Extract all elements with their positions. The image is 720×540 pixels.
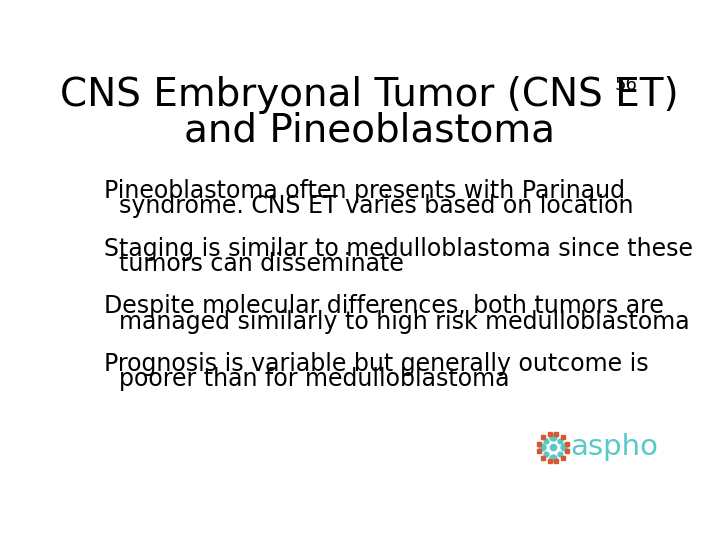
Text: and Pineoblastoma: and Pineoblastoma — [184, 111, 554, 149]
Text: Prognosis is variable but generally outcome is: Prognosis is variable but generally outc… — [104, 352, 649, 376]
Text: syndrome. CNS ET varies based on location: syndrome. CNS ET varies based on locatio… — [104, 194, 634, 218]
Text: Despite molecular differences, both tumors are: Despite molecular differences, both tumo… — [104, 294, 664, 318]
Text: poorer than for medulloblastoma: poorer than for medulloblastoma — [104, 367, 510, 392]
Text: CNS Embryonal Tumor (CNS ET): CNS Embryonal Tumor (CNS ET) — [60, 76, 678, 114]
Text: Pineoblastoma often presents with Parinaud: Pineoblastoma often presents with Parina… — [104, 179, 625, 202]
Text: tumors can disseminate: tumors can disseminate — [104, 252, 404, 276]
Text: Staging is similar to medulloblastoma since these: Staging is similar to medulloblastoma si… — [104, 237, 693, 260]
Text: 56: 56 — [614, 76, 637, 93]
Text: managed similarly to high risk medulloblastoma: managed similarly to high risk medullobl… — [104, 309, 690, 334]
Text: aspho: aspho — [570, 434, 659, 462]
